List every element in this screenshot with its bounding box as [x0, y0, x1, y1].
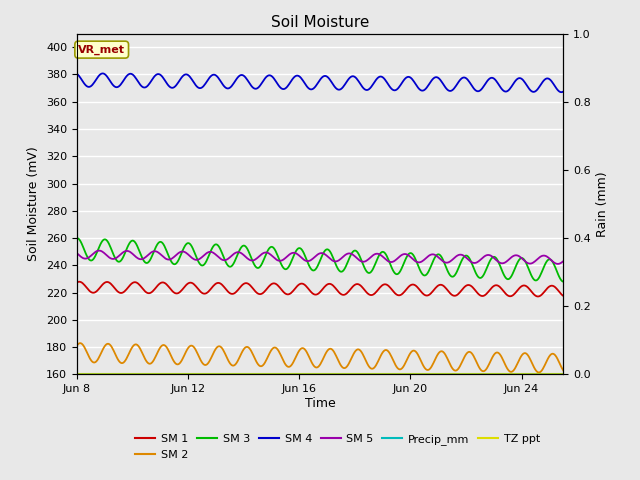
SM 2 — [337, 363, 345, 369]
TZ ppt — [362, 372, 370, 377]
SM 2 — [472, 359, 480, 365]
TZ ppt — [307, 372, 315, 377]
SM 2 — [550, 351, 557, 357]
SM 3 — [307, 265, 315, 271]
SM 3 — [304, 260, 312, 265]
SM 4 — [559, 89, 567, 95]
SM 5 — [305, 258, 312, 264]
Y-axis label: Soil Moisture (mV): Soil Moisture (mV) — [28, 146, 40, 262]
TZ ppt — [548, 372, 556, 377]
SM 4 — [99, 71, 107, 76]
SM 1 — [559, 293, 567, 299]
SM 1 — [472, 289, 480, 295]
SM 3 — [548, 257, 556, 263]
SM 3 — [362, 268, 370, 274]
SM 1 — [305, 287, 312, 292]
SM 2 — [73, 343, 81, 348]
SM 3 — [336, 268, 344, 274]
SM 5 — [95, 248, 103, 253]
SM 1 — [337, 291, 345, 297]
SM 4 — [364, 87, 371, 93]
SM 1 — [73, 280, 81, 286]
TZ ppt — [304, 372, 312, 377]
Precip_mm — [559, 372, 567, 377]
SM 5 — [554, 261, 561, 267]
TZ ppt — [472, 372, 479, 377]
Precip_mm — [336, 372, 344, 377]
SM 4 — [472, 88, 480, 94]
Precip_mm — [362, 372, 370, 377]
TZ ppt — [336, 372, 344, 377]
Y-axis label: Rain (mm): Rain (mm) — [596, 171, 609, 237]
Line: SM 3: SM 3 — [77, 238, 563, 282]
SM 3 — [559, 279, 567, 285]
SM 4 — [308, 86, 316, 92]
SM 2 — [559, 368, 567, 373]
Title: Soil Moisture: Soil Moisture — [271, 15, 369, 30]
SM 5 — [337, 256, 345, 262]
X-axis label: Time: Time — [305, 397, 335, 410]
Precip_mm — [548, 372, 556, 377]
SM 3 — [73, 235, 81, 241]
SM 5 — [73, 250, 81, 256]
SM 1 — [534, 294, 541, 300]
SM 3 — [472, 269, 479, 275]
Precip_mm — [73, 372, 81, 377]
SM 1 — [308, 290, 316, 296]
SM 2 — [76, 340, 84, 346]
SM 4 — [73, 71, 81, 77]
SM 1 — [364, 290, 371, 296]
Line: SM 4: SM 4 — [77, 73, 563, 92]
SM 4 — [548, 80, 556, 85]
SM 1 — [550, 283, 557, 289]
SM 5 — [548, 258, 556, 264]
Line: SM 2: SM 2 — [77, 343, 563, 372]
Line: SM 1: SM 1 — [77, 282, 563, 297]
SM 5 — [559, 258, 567, 264]
Line: SM 5: SM 5 — [77, 251, 563, 264]
SM 5 — [472, 260, 480, 265]
SM 2 — [308, 360, 316, 365]
SM 5 — [308, 257, 316, 263]
SM 4 — [557, 89, 565, 95]
SM 1 — [76, 279, 84, 285]
SM 4 — [337, 86, 345, 92]
Legend: SM 1, SM 2, SM 3, SM 4, SM 5, Precip_mm, TZ ppt: SM 1, SM 2, SM 3, SM 4, SM 5, Precip_mm,… — [131, 430, 545, 464]
Precip_mm — [304, 372, 312, 377]
SM 2 — [535, 370, 543, 375]
SM 2 — [364, 361, 371, 367]
TZ ppt — [73, 372, 81, 377]
Precip_mm — [307, 372, 315, 377]
Precip_mm — [472, 372, 479, 377]
SM 5 — [364, 257, 371, 263]
SM 2 — [305, 353, 312, 359]
TZ ppt — [559, 372, 567, 377]
Text: VR_met: VR_met — [78, 45, 125, 55]
SM 4 — [305, 85, 312, 91]
